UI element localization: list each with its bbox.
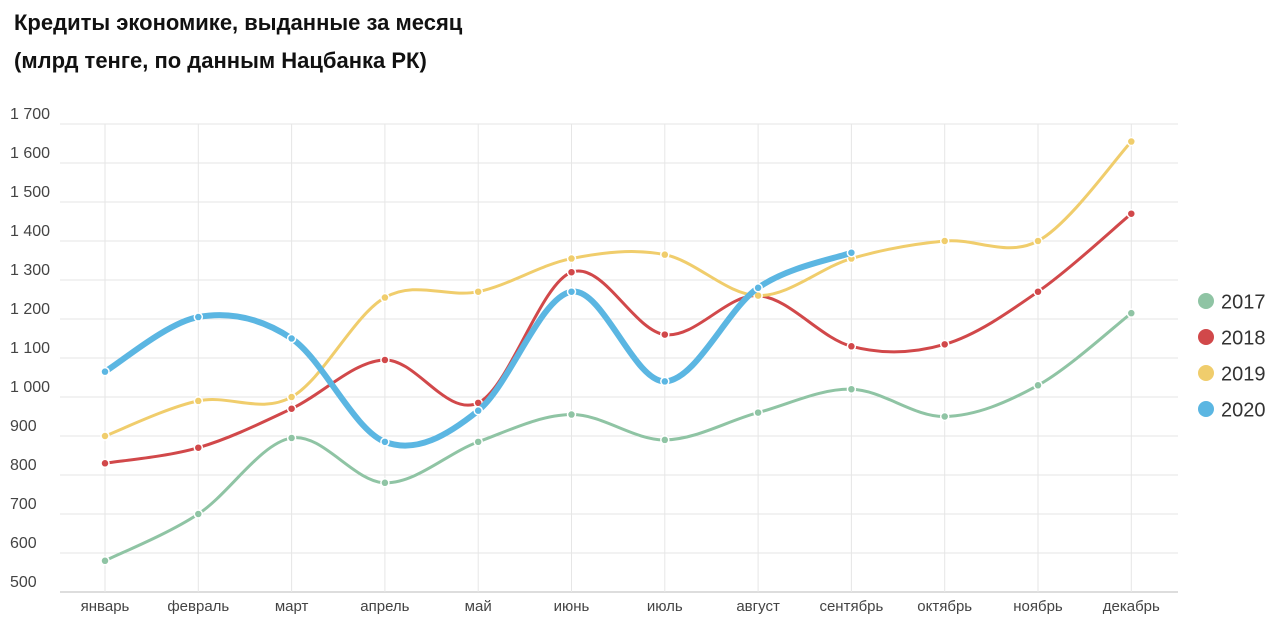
data-point bbox=[380, 292, 390, 303]
data-point bbox=[660, 249, 670, 260]
data-point bbox=[846, 341, 857, 352]
data-point bbox=[380, 355, 390, 365]
data-point bbox=[566, 286, 577, 297]
data-point bbox=[939, 236, 950, 246]
series-line bbox=[103, 140, 1133, 438]
data-point bbox=[473, 405, 483, 416]
y-tick-label: 1 300 bbox=[10, 262, 50, 279]
data-point bbox=[660, 376, 670, 387]
chart-title: Кредиты экономике, выданные за месяц bbox=[14, 10, 463, 35]
data-point bbox=[1126, 208, 1137, 219]
y-tick-label: 1 000 bbox=[10, 379, 50, 396]
data-point bbox=[566, 267, 577, 277]
y-tick-label: 1 500 bbox=[10, 184, 50, 201]
data-point bbox=[100, 556, 110, 566]
legend-label: 2017 bbox=[1221, 291, 1266, 313]
data-point bbox=[660, 329, 670, 340]
x-tick-label: январь bbox=[81, 598, 130, 615]
legend-label: 2020 bbox=[1221, 399, 1266, 421]
y-tick-label: 500 bbox=[10, 574, 37, 591]
legend-label: 2019 bbox=[1221, 363, 1266, 385]
data-point bbox=[100, 458, 110, 469]
data-point bbox=[473, 437, 483, 447]
y-tick-label: 1 600 bbox=[10, 145, 50, 162]
data-point bbox=[193, 509, 204, 519]
data-point bbox=[380, 478, 390, 488]
data-point bbox=[1033, 286, 1043, 297]
data-point bbox=[1126, 136, 1137, 147]
y-tick-label: 1 100 bbox=[10, 340, 50, 357]
data-point bbox=[846, 247, 857, 258]
x-tick-label: июль bbox=[647, 598, 683, 615]
data-point bbox=[1033, 380, 1043, 391]
x-tick-label: май bbox=[465, 598, 492, 615]
legend-marker bbox=[1198, 329, 1214, 345]
data-point bbox=[193, 312, 204, 322]
y-tick-label: 900 bbox=[10, 418, 37, 435]
x-tick-label: сентябрь bbox=[819, 598, 883, 615]
data-point bbox=[753, 407, 763, 418]
x-tick-label: февраль bbox=[167, 598, 229, 615]
y-tick-label: 1 200 bbox=[10, 301, 50, 318]
data-point bbox=[100, 366, 110, 377]
data-point bbox=[193, 396, 204, 406]
legend-marker bbox=[1198, 293, 1214, 309]
data-point bbox=[660, 435, 670, 445]
data-point bbox=[380, 437, 390, 447]
y-tick-label: 1 400 bbox=[10, 223, 50, 240]
y-tick-label: 600 bbox=[10, 535, 37, 552]
data-point bbox=[286, 403, 297, 414]
data-point bbox=[1033, 236, 1043, 246]
data-point bbox=[1126, 308, 1137, 318]
y-tick-label: 700 bbox=[10, 496, 37, 513]
data-point bbox=[286, 433, 297, 443]
y-tick-label: 800 bbox=[10, 457, 37, 474]
x-tick-label: апрель bbox=[360, 598, 409, 615]
data-point bbox=[939, 339, 950, 350]
data-point bbox=[193, 442, 204, 453]
data-point bbox=[753, 283, 763, 293]
legend-marker bbox=[1198, 365, 1214, 381]
data-point bbox=[939, 411, 950, 422]
data-point bbox=[286, 392, 297, 402]
y-tick-label: 1 700 bbox=[10, 106, 50, 123]
data-point bbox=[286, 333, 297, 344]
x-tick-label: декабрь bbox=[1103, 598, 1160, 615]
x-tick-label: март bbox=[275, 598, 309, 615]
data-point bbox=[566, 253, 577, 264]
data-point bbox=[473, 286, 483, 297]
x-tick-label: ноябрь bbox=[1013, 598, 1063, 615]
series-line bbox=[102, 249, 855, 449]
x-tick-label: октябрь bbox=[917, 598, 972, 615]
x-tick-label: июнь bbox=[554, 598, 590, 615]
legend-marker bbox=[1198, 401, 1214, 417]
data-point bbox=[846, 384, 857, 394]
legend-label: 2018 bbox=[1221, 327, 1266, 349]
x-tick-label: август bbox=[736, 598, 780, 615]
chart-subtitle: (млрд тенге, по данным Нацбанка РК) bbox=[14, 48, 427, 73]
series-line bbox=[103, 311, 1133, 563]
data-point bbox=[566, 409, 577, 420]
data-point bbox=[100, 431, 110, 441]
